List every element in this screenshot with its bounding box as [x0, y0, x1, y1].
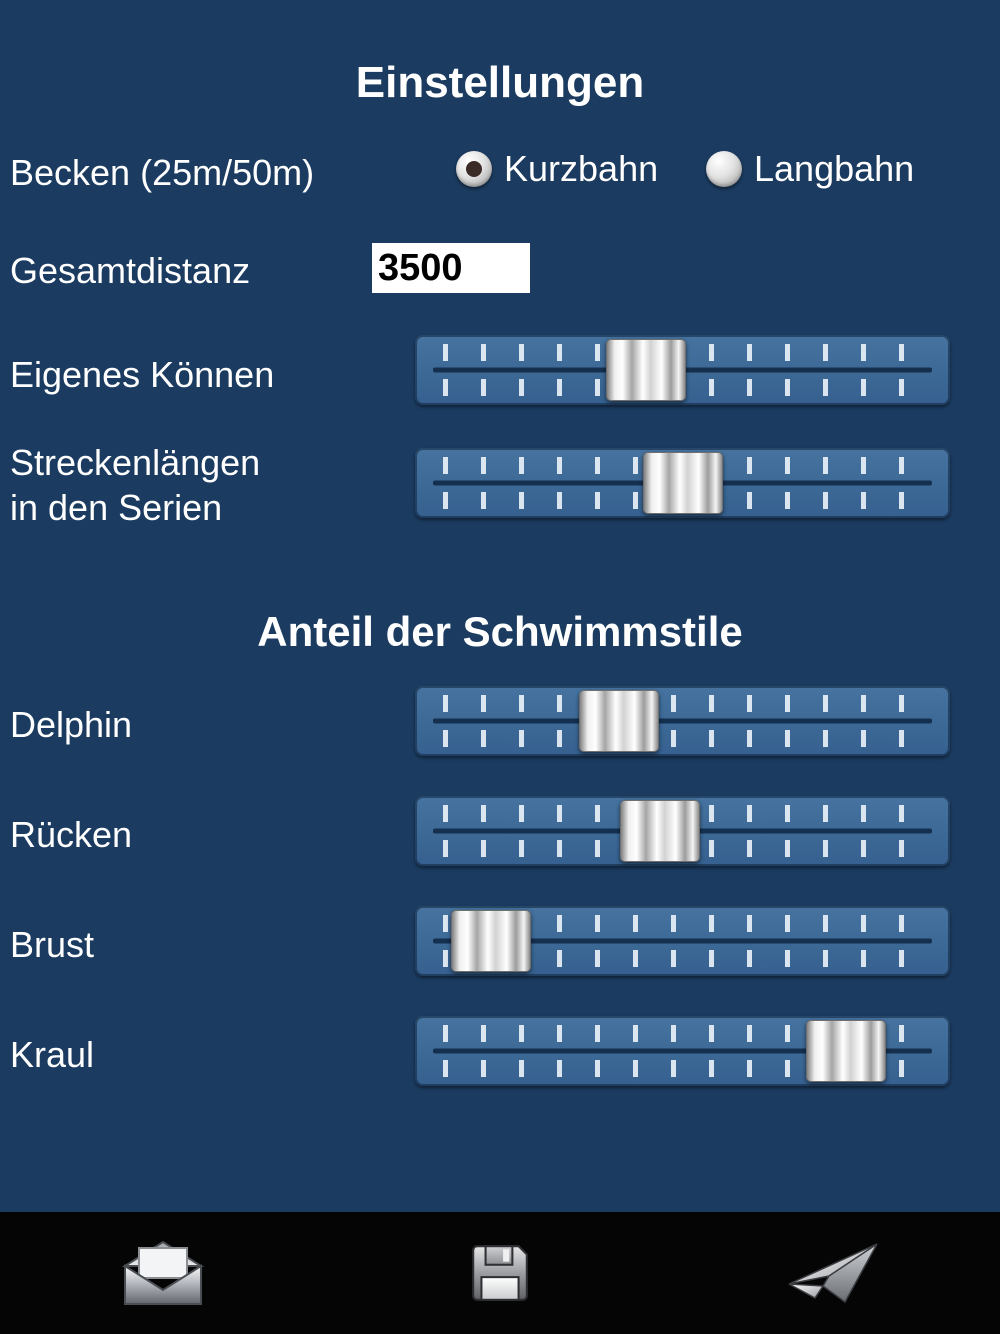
total-distance-label: Gesamtdistanz: [10, 250, 251, 291]
save-button[interactable]: [445, 1226, 555, 1320]
delphin-slider[interactable]: [415, 686, 950, 756]
slider-ticks-top: [443, 344, 934, 361]
slider-ticks-bottom: [443, 730, 934, 747]
radio-circle: [706, 151, 742, 187]
series-label-line2: in den Serien: [10, 487, 223, 528]
radio-langbahn-label: Langbahn: [754, 148, 915, 189]
slider-track-line: [433, 1048, 932, 1054]
slider-thumb[interactable]: [619, 800, 700, 862]
kraul-label: Kraul: [10, 1034, 95, 1075]
series-slider[interactable]: [415, 448, 950, 518]
slider-ticks-bottom: [443, 379, 934, 396]
slider-thumb[interactable]: [806, 1020, 887, 1082]
radio-circle: [456, 151, 492, 187]
slider-ticks-top: [443, 695, 934, 712]
slider-thumb[interactable]: [451, 910, 532, 972]
radio-kurzbahn[interactable]: Kurzbahn: [456, 148, 658, 190]
ruecken-slider[interactable]: [415, 796, 950, 866]
page-title: Einstellungen: [355, 58, 645, 107]
brust-label: Brust: [10, 924, 95, 965]
brust-slider[interactable]: [415, 906, 950, 976]
save-icon: [472, 1245, 528, 1301]
kraul-slider[interactable]: [415, 1016, 950, 1086]
delphin-label: Delphin: [10, 704, 133, 745]
ruecken-label: Rücken: [10, 814, 133, 855]
send-button[interactable]: [778, 1226, 888, 1320]
slider-track-line: [433, 718, 932, 724]
series-label: Streckenlängen in den Serien: [10, 440, 260, 530]
slider-thumb[interactable]: [642, 452, 723, 514]
slider-track-line: [433, 938, 932, 944]
slider-ticks-top: [443, 915, 934, 932]
radio-kurzbahn-label: Kurzbahn: [504, 148, 659, 189]
radio-langbahn[interactable]: Langbahn: [706, 148, 914, 190]
radio-selected-dot: [466, 161, 482, 177]
slider-thumb[interactable]: [606, 339, 687, 401]
mail-button[interactable]: [108, 1226, 218, 1320]
skill-label: Eigenes Können: [10, 354, 275, 395]
slider-thumb[interactable]: [578, 690, 659, 752]
slider-ticks-bottom: [443, 950, 934, 967]
footer-toolbar: [0, 1212, 1000, 1334]
send-icon: [788, 1243, 878, 1304]
skill-slider[interactable]: [415, 335, 950, 405]
pool-label: Becken (25m/50m): [10, 152, 315, 193]
section-title: Anteil der Schwimmstile: [257, 608, 743, 655]
mail-icon: [121, 1240, 205, 1305]
series-label-line1: Streckenlängen: [10, 442, 261, 483]
total-distance-input[interactable]: [372, 243, 530, 293]
